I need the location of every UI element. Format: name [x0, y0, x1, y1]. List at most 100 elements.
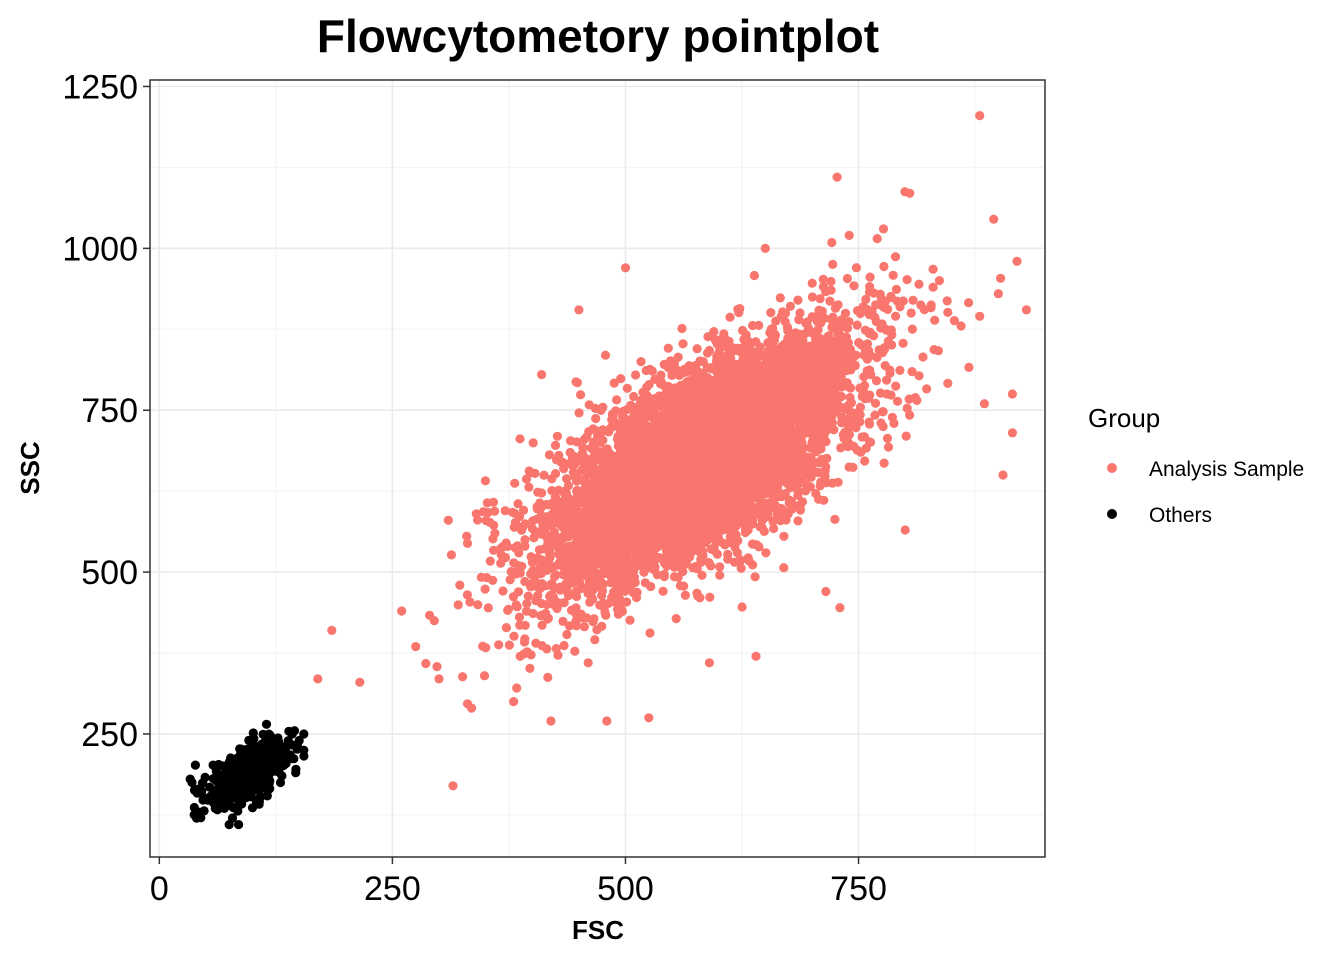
data-point: [483, 603, 493, 613]
data-point: [677, 323, 687, 334]
data-point: [700, 375, 710, 385]
data-point: [860, 456, 870, 466]
data-point: [572, 591, 582, 602]
data-point: [726, 347, 736, 357]
data-point: [473, 600, 483, 610]
data-point: [793, 295, 803, 305]
data-point: [888, 270, 898, 280]
data-point: [496, 558, 506, 568]
data-point: [550, 440, 561, 450]
data-point: [703, 332, 713, 342]
data-point: [750, 572, 760, 582]
data-point: [612, 596, 622, 606]
data-point: [815, 481, 825, 491]
data-point: [550, 572, 560, 582]
data-point: [526, 579, 537, 589]
data-point: [678, 566, 688, 577]
data-point: [601, 610, 611, 620]
data-point: [795, 505, 806, 515]
data-point: [545, 553, 555, 563]
data-point: [695, 593, 705, 603]
data-point: [462, 531, 472, 541]
data-point: [498, 586, 508, 596]
data-point: [597, 586, 608, 596]
data-point: [754, 542, 764, 552]
data-point: [539, 470, 549, 480]
data-point: [522, 599, 532, 609]
data-point: [749, 270, 760, 281]
data-point: [806, 453, 816, 463]
data-point: [773, 482, 783, 493]
data-point: [796, 420, 807, 430]
data-point: [515, 568, 525, 578]
data-point: [895, 302, 905, 312]
data-point: [943, 378, 953, 388]
data-point: [590, 635, 600, 645]
data-point: [574, 408, 584, 418]
data-point: [479, 671, 490, 681]
data-point: [505, 575, 515, 585]
data-point: [820, 471, 830, 481]
data-point: [836, 391, 847, 402]
data-point: [879, 458, 889, 468]
data-point: [564, 621, 575, 631]
data-point: [843, 441, 853, 452]
data-point: [520, 535, 530, 545]
data-point: [622, 383, 632, 393]
data-point: [836, 443, 846, 453]
data-point: [864, 419, 875, 429]
data-point: [807, 292, 818, 302]
data-point: [612, 395, 622, 405]
data-point: [741, 335, 751, 346]
data-point: [531, 596, 541, 606]
data-point: [702, 348, 713, 358]
data-point: [807, 437, 817, 447]
data-point: [753, 372, 763, 382]
data-point: [527, 557, 537, 568]
data-point: [509, 558, 519, 568]
data-point: [511, 600, 521, 610]
data-point: [521, 474, 532, 484]
data-point: [523, 591, 533, 601]
data-point: [697, 570, 707, 580]
data-point: [678, 339, 688, 349]
data-point: [696, 557, 706, 568]
data-point: [825, 296, 835, 306]
data-point: [648, 564, 658, 574]
data-point: [481, 515, 491, 526]
data-point: [892, 396, 903, 406]
data-point: [869, 331, 879, 341]
data-point: [482, 498, 492, 508]
data-point: [715, 570, 725, 580]
data-point: [779, 531, 789, 541]
data-point: [817, 454, 827, 464]
data-point: [657, 395, 667, 405]
data-point: [819, 495, 829, 505]
data-point: [922, 384, 932, 394]
data-point: [879, 261, 889, 272]
chart-title: Flowcytometory pointplot: [317, 10, 879, 62]
data-point: [813, 325, 823, 335]
data-point: [826, 276, 836, 287]
data-point: [576, 570, 586, 580]
data-point: [930, 315, 940, 325]
data-point: [592, 426, 602, 436]
data-point: [766, 324, 777, 334]
data-point: [905, 410, 915, 420]
data-point: [886, 390, 896, 400]
data-point: [528, 438, 538, 448]
data-point: [877, 407, 888, 417]
data-point: [743, 474, 753, 484]
data-point: [793, 516, 803, 526]
data-point: [943, 307, 953, 317]
data-point: [725, 312, 735, 322]
data-point: [910, 393, 920, 403]
data-point: [525, 663, 535, 674]
data-point: [828, 259, 838, 269]
data-point: [723, 554, 733, 564]
data-point: [934, 276, 945, 286]
data-point: [865, 272, 875, 282]
data-point: [563, 481, 574, 491]
data-point: [489, 545, 499, 555]
